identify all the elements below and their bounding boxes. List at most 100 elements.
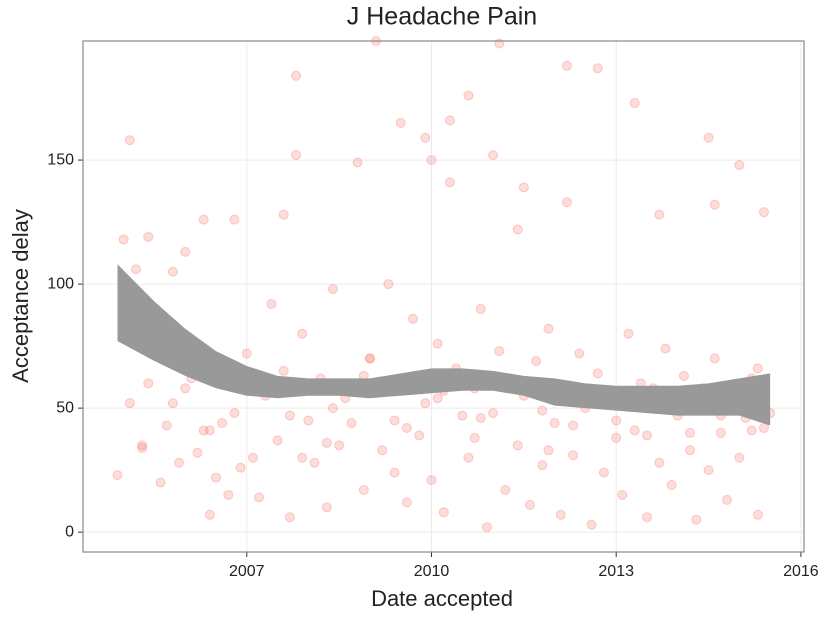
point (377, 445, 388, 456)
point (414, 430, 425, 441)
point (217, 418, 228, 429)
point (272, 435, 283, 446)
point (734, 452, 745, 463)
point (703, 465, 714, 476)
point (629, 425, 640, 436)
point (549, 418, 560, 429)
point (364, 353, 375, 364)
point (426, 155, 437, 166)
point (641, 430, 652, 441)
point (420, 132, 431, 143)
point (555, 509, 566, 520)
point (432, 338, 443, 349)
point (494, 346, 505, 357)
point (130, 264, 141, 275)
point (124, 135, 135, 146)
point (475, 303, 486, 314)
point (124, 398, 135, 409)
point (691, 514, 702, 525)
point (709, 199, 720, 210)
point (229, 214, 240, 225)
x-tick-label: 2010 (414, 563, 450, 580)
point (352, 157, 363, 168)
point (641, 512, 652, 523)
point (463, 452, 474, 463)
point (389, 467, 400, 478)
point (543, 445, 554, 456)
point (327, 403, 338, 414)
point (266, 298, 277, 309)
point (518, 182, 529, 193)
point (722, 494, 733, 505)
y-tick-label: 150 (47, 151, 74, 168)
point (611, 432, 622, 443)
point (174, 457, 185, 468)
point (395, 117, 406, 128)
point (235, 462, 246, 473)
point (629, 98, 640, 109)
point (444, 115, 455, 126)
plot-border (82, 40, 805, 553)
point (291, 150, 302, 161)
point (432, 393, 443, 404)
point (654, 209, 665, 220)
point (685, 445, 696, 456)
point (734, 160, 745, 171)
point (223, 489, 234, 500)
point (592, 368, 603, 379)
point (568, 450, 579, 461)
point (364, 353, 375, 364)
x-tick-label: 2013 (598, 563, 634, 580)
point (155, 477, 166, 488)
point (321, 437, 332, 448)
point (666, 480, 677, 491)
point (137, 440, 148, 451)
point (703, 132, 714, 143)
point (481, 522, 492, 533)
point (291, 70, 302, 81)
x-axis-label: Date accepted (371, 586, 513, 611)
point (475, 413, 486, 424)
point (531, 355, 542, 366)
point (561, 60, 572, 71)
point (438, 507, 449, 518)
point (709, 353, 720, 364)
point (112, 470, 123, 481)
point (752, 509, 763, 520)
point (488, 408, 499, 419)
point (488, 150, 499, 161)
point (297, 328, 308, 339)
point (198, 425, 209, 436)
point (180, 246, 191, 257)
point (137, 442, 148, 453)
point (167, 398, 178, 409)
point (715, 427, 726, 438)
point (204, 509, 215, 520)
point (143, 378, 154, 389)
point (543, 323, 554, 334)
point (586, 519, 597, 530)
point (426, 475, 437, 486)
point (623, 328, 634, 339)
point (574, 348, 585, 359)
point (469, 432, 480, 443)
point (537, 460, 548, 471)
point (389, 415, 400, 426)
point (512, 440, 523, 451)
point (198, 214, 209, 225)
point (457, 410, 468, 421)
point (611, 415, 622, 426)
point (463, 90, 474, 101)
point (284, 512, 295, 523)
point (592, 63, 603, 74)
point (346, 418, 357, 429)
point (247, 452, 258, 463)
point (598, 467, 609, 478)
point (383, 279, 394, 290)
point (561, 197, 572, 208)
point (617, 489, 628, 500)
point (752, 363, 763, 374)
point (229, 408, 240, 419)
y-tick-label: 50 (56, 399, 74, 416)
point (568, 420, 579, 431)
